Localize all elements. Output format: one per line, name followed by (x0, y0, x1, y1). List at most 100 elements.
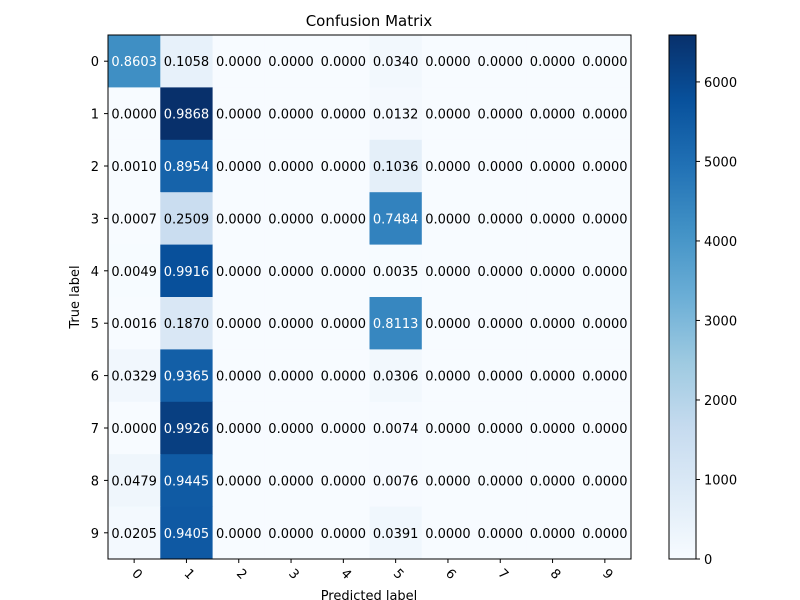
heatmap-cell-label: 0.0000 (425, 422, 471, 437)
heatmap-cell (317, 454, 370, 508)
heatmap-cell (421, 454, 475, 508)
heatmap-cell-label: 0.0000 (425, 527, 471, 542)
chart-title: Confusion Matrix (306, 12, 433, 30)
heatmap-cell (421, 87, 475, 141)
colorbar-tick-label: 3000 (704, 314, 737, 329)
heatmap-cell (526, 401, 580, 455)
heatmap-cell (474, 454, 527, 508)
x-axis-ticks: 0 1 2 3 4 5 6 7 8 9 (128, 559, 616, 583)
heatmap-cell-label: 0.0000 (530, 317, 576, 332)
heatmap-cell-label: 0.1870 (164, 317, 210, 332)
heatmap-cell (212, 139, 266, 193)
heatmap-cell (578, 506, 632, 560)
y-tick-label: 6 (91, 370, 99, 385)
colorbar-tick-label: 5000 (704, 155, 737, 170)
heatmap-cell (474, 139, 527, 193)
heatmap-cell-label: 0.9926 (164, 422, 210, 437)
heatmap-cell (369, 349, 423, 403)
heatmap-cell-label: 0.0000 (321, 108, 367, 123)
y-tick-label: 1 (91, 108, 99, 123)
heatmap-cell-label: 0.0000 (216, 55, 262, 70)
heatmap-cell-label: 0.0000 (268, 422, 314, 437)
heatmap-cell (264, 139, 318, 193)
heatmap-cell (264, 454, 318, 508)
heatmap-cell-label: 0.0000 (268, 317, 314, 332)
heatmap-cell (212, 192, 266, 246)
heatmap-cell (160, 454, 214, 508)
heatmap-cell (369, 454, 423, 508)
heatmap-cell (421, 192, 475, 246)
heatmap-cell-label: 0.0000 (530, 474, 576, 489)
heatmap-cell (526, 87, 580, 141)
heatmap-cell-label: 0.0000 (425, 108, 471, 123)
heatmap-cell-label: 0.0000 (216, 474, 262, 489)
y-axis-label: True label (68, 265, 83, 329)
heatmap-cell-label: 0.9405 (164, 527, 210, 542)
heatmap-cell-label: 0.9916 (164, 265, 210, 280)
heatmap-cell (108, 454, 161, 508)
heatmap-cell (369, 139, 423, 193)
heatmap-cell-label: 0.7484 (373, 212, 419, 227)
heatmap-cell (578, 139, 632, 193)
heatmap-cell-label: 0.0132 (373, 108, 419, 123)
heatmap-cell-label: 0.0000 (478, 370, 524, 385)
heatmap-cell (264, 244, 318, 298)
heatmap-cell (108, 192, 161, 246)
x-tick-label: 2 (233, 566, 249, 582)
heatmap-cell (212, 35, 266, 88)
heatmap-cell (212, 244, 266, 298)
heatmap-cell-labels: 0.8603 0.1058 0.0000 0.0000 0.0000 0.0340 0.00… (111, 55, 627, 542)
x-tick-label: 9 (599, 566, 615, 582)
heatmap-cell (369, 244, 423, 298)
heatmap-cell-label: 0.0000 (111, 422, 157, 437)
heatmap-cell (474, 192, 527, 246)
heatmap-cell (369, 192, 423, 246)
heatmap-cell-label: 0.0000 (268, 212, 314, 227)
heatmap-cell (474, 401, 527, 455)
heatmap-cell (526, 506, 580, 560)
heatmap-cell-label: 0.0205 (111, 527, 157, 542)
heatmap-cell-label: 0.0340 (373, 55, 419, 70)
heatmap-cell (578, 401, 632, 455)
heatmap-cell (474, 506, 527, 560)
heatmap-cell (578, 35, 632, 88)
heatmap-cell (421, 35, 475, 88)
heatmap-cell (264, 35, 318, 88)
heatmap-cell-label: 0.0000 (268, 265, 314, 280)
heatmap-cell-label: 0.0479 (111, 474, 157, 489)
heatmap-cell (108, 349, 161, 403)
heatmap-cell-label: 0.0000 (582, 108, 628, 123)
heatmap-cell (578, 297, 632, 350)
heatmap-cell-label: 0.1036 (373, 160, 419, 175)
heatmap-cell-label: 0.0000 (478, 265, 524, 280)
heatmap-cell-label: 0.0000 (425, 265, 471, 280)
heatmap-cell (421, 401, 475, 455)
colorbar-tick-label: 6000 (704, 76, 737, 91)
heatmap-cell-label: 0.0000 (582, 317, 628, 332)
heatmap-cell (160, 349, 214, 403)
heatmap-cell (526, 35, 580, 88)
heatmap-cell-label: 0.0000 (321, 527, 367, 542)
heatmap-cell-label: 0.0076 (373, 474, 419, 489)
heatmap-cell (421, 244, 475, 298)
heatmap-cell-label: 0.0000 (530, 370, 576, 385)
heatmap-cell (264, 87, 318, 141)
heatmap-cell-label: 0.0049 (111, 265, 157, 280)
heatmap-cell-label: 0.9445 (164, 474, 210, 489)
heatmap-cell-label: 0.0035 (373, 265, 419, 280)
heatmap-cell (264, 401, 318, 455)
heatmap-cell (160, 506, 214, 560)
heatmap-cell (526, 349, 580, 403)
heatmap-cell (526, 244, 580, 298)
x-tick-label: 3 (285, 566, 301, 582)
heatmap-cell-label: 0.0074 (373, 422, 419, 437)
heatmap-cell (421, 349, 475, 403)
heatmap-cell-label: 0.0000 (268, 55, 314, 70)
heatmap-cell (526, 454, 580, 508)
heatmap-cell-label: 0.0000 (478, 55, 524, 70)
y-tick-label: 2 (91, 160, 99, 175)
y-axis-ticks: 0 1 2 3 4 5 6 7 8 9 (91, 55, 108, 542)
heatmap-cell-label: 0.9868 (164, 108, 210, 123)
heatmap-cell-label: 0.0000 (111, 108, 157, 123)
